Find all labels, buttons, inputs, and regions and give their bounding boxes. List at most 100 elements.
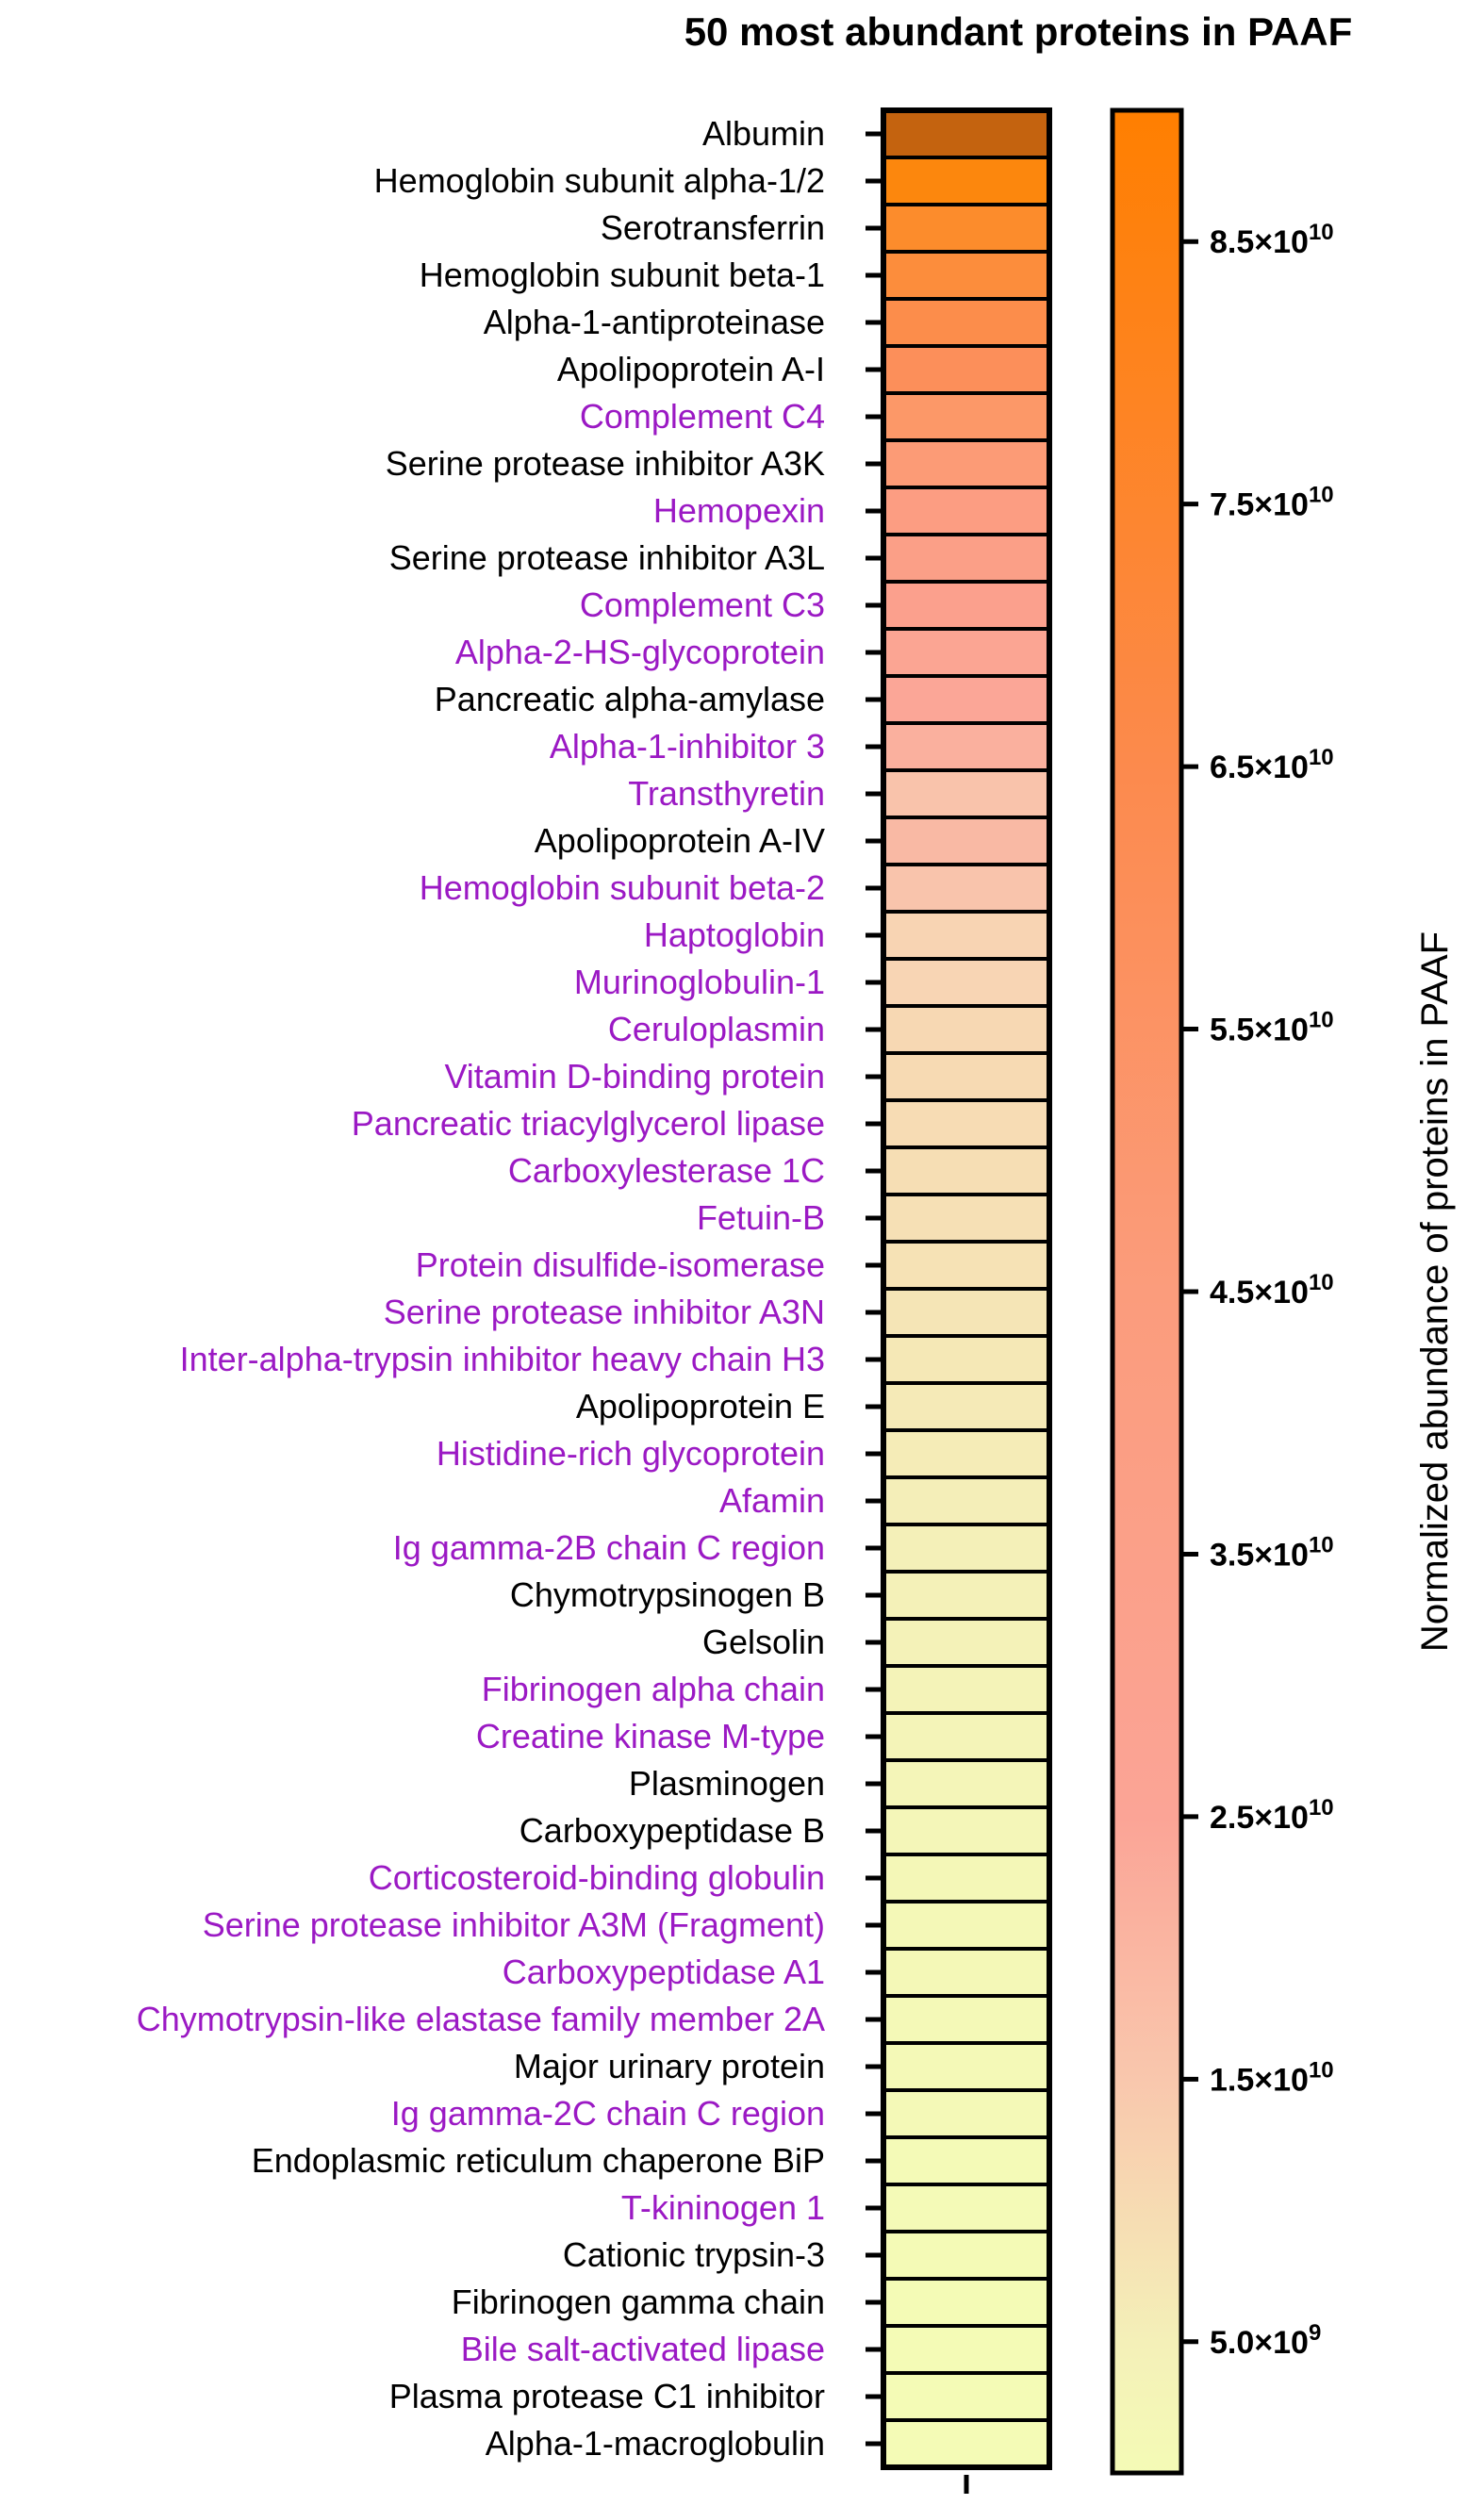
heatmap-cell [882,438,1051,489]
row-label: Plasma protease C1 inhibitor [389,2377,825,2415]
row-label: Fibrinogen gamma chain [452,2283,825,2321]
heatmap-cell [882,627,1051,678]
heatmap-cell [882,108,1051,159]
colorbar-tick-label: 8.5×1010 [1210,220,1334,260]
heatmap-cell [882,1853,1051,1903]
row-label: Carboxylesterase 1C [508,1151,825,1190]
heatmap-cell [882,1758,1051,1809]
colorbar-tick-label: 2.5×1010 [1210,1795,1334,1836]
row-label: Alpha-1-inhibitor 3 [550,727,825,766]
heatmap-cell [882,1664,1051,1715]
row-label: Histidine-rich glycoprotein [437,1434,825,1473]
heatmap-cell [882,2371,1051,2422]
heatmap-cell [882,2277,1051,2328]
heatmap-cell [882,486,1051,536]
row-label: Alpha-1-antiproteinase [484,303,825,341]
row-label: Pancreatic triacylglycerol lipase [352,1104,825,1143]
row-label: Gelsolin [702,1623,825,1661]
row-label: Hemoglobin subunit alpha-1/2 [374,161,825,200]
row-label: Carboxypeptidase B [519,1811,825,1850]
colorbar-tick-label: 7.5×1010 [1210,483,1334,523]
row-label: Serine protease inhibitor A3L [389,538,825,577]
heatmap-cell [882,2418,1051,2469]
heatmap-cell [882,2088,1051,2139]
heatmap-cell [882,2041,1051,2092]
colorbar-tick-label: 6.5×1010 [1210,745,1334,785]
heatmap-cell [882,391,1051,442]
colorbar-tick-label: 1.5×1010 [1210,2057,1334,2098]
heatmap-cell [882,910,1051,961]
row-label: Protein disulfide-isomerase [416,1245,825,1284]
row-label: Apolipoprotein E [576,1387,825,1426]
heatmap-cell [882,674,1051,725]
heatmap-cell [882,863,1051,914]
colorbar-tick-label: 5.5×1010 [1210,1008,1334,1048]
heatmap-border [881,107,1052,2470]
heatmap-cell [882,1051,1051,1102]
heatmap-cell [882,1098,1051,1149]
heatmap-cell [882,203,1051,254]
row-label: Albumin [702,114,825,153]
heatmap-cell [882,1193,1051,1244]
heatmap-cell [882,1947,1051,1998]
heatmap-cell [882,297,1051,348]
row-label: Ceruloplasmin [608,1010,825,1048]
row-label: Pancreatic alpha-amylase [435,680,825,718]
heatmap-cell [882,1617,1051,1668]
heatmap-cell [882,816,1051,866]
heatmap-cell [882,1523,1051,1574]
heatmap-cell [882,1475,1051,1526]
row-label: Alpha-1-macroglobulin [486,2424,825,2463]
colorbar-ticks: 5.0×109 1.5×1010 2.5×1010 3.5×1010 4.5×1010 5… [1181,220,1334,2361]
row-label: Carboxypeptidase A1 [503,1953,825,1991]
row-label: Fibrinogen alpha chain [482,1670,825,1708]
row-label: Serine protease inhibitor A3K [386,444,825,483]
colorbar-tick-label: 5.0×109 [1210,2320,1321,2361]
row-label: Corticosteroid-binding globulin [369,1858,825,1897]
row-label: Creatine kinase M-type [476,1717,825,1755]
heatmap-cell [882,721,1051,772]
heatmap-cell [882,1381,1051,1432]
row-label: Serine protease inhibitor A3N [384,1293,825,1331]
row-label: Chymotrypsin-like elastase family member… [137,2000,825,2038]
heatmap-cell [882,1240,1051,1291]
row-label: Fetuin-B [697,1198,825,1237]
row-label: T-kininogen 1 [621,2188,825,2227]
row-label: Major urinary protein [514,2047,825,2085]
row-label: Complement C3 [580,585,825,624]
row-label: Haptoglobin [644,915,825,954]
heatmap-rows: Albumin Hemoglobin subunit alpha-1/2 Serot… [137,107,1052,2470]
row-label: Cationic trypsin-3 [563,2235,825,2274]
heatmap-cell [882,1287,1051,1338]
heatmap-cell [882,1428,1051,1479]
heatmap-cell [882,1004,1051,1055]
heatmap-cell [882,156,1051,206]
heatmap-cell [882,1570,1051,1621]
row-label: Bile salt-activated lipase [461,2330,825,2368]
heatmap-cell [882,1805,1051,1856]
row-label: Ig gamma-2C chain C region [391,2094,825,2133]
heatmap-cell [882,1994,1051,2045]
heatmap-cell [882,2230,1051,2281]
row-label: Transthyretin [628,774,825,813]
row-label: Apolipoprotein A-I [557,350,825,388]
colorbar-tick-label: 4.5×1010 [1210,1270,1334,1310]
row-label: Hemopexin [653,491,825,530]
heatmap-cell [882,344,1051,395]
row-label: Chymotrypsinogen B [510,1575,825,1614]
heatmap-cell [882,768,1051,819]
heatmap-cell [882,2135,1051,2186]
heatmap-cell [882,957,1051,1008]
row-label: Endoplasmic reticulum chaperone BiP [252,2141,825,2180]
row-label: Inter-alpha-trypsin inhibitor heavy chai… [180,1340,825,1378]
row-label: Ig gamma-2B chain C region [393,1528,825,1567]
heatmap-cell [882,1334,1051,1385]
heatmap-cell [882,533,1051,584]
row-label: Apolipoprotein A-IV [535,821,825,860]
colorbar [1110,107,1184,2476]
row-label: Serotransferrin [601,208,825,247]
row-label: Vitamin D-binding protein [444,1057,825,1096]
heatmap-cell [882,1711,1051,1762]
colorbar-label: Normalized abundance of proteins in PAAF [1414,931,1456,1652]
